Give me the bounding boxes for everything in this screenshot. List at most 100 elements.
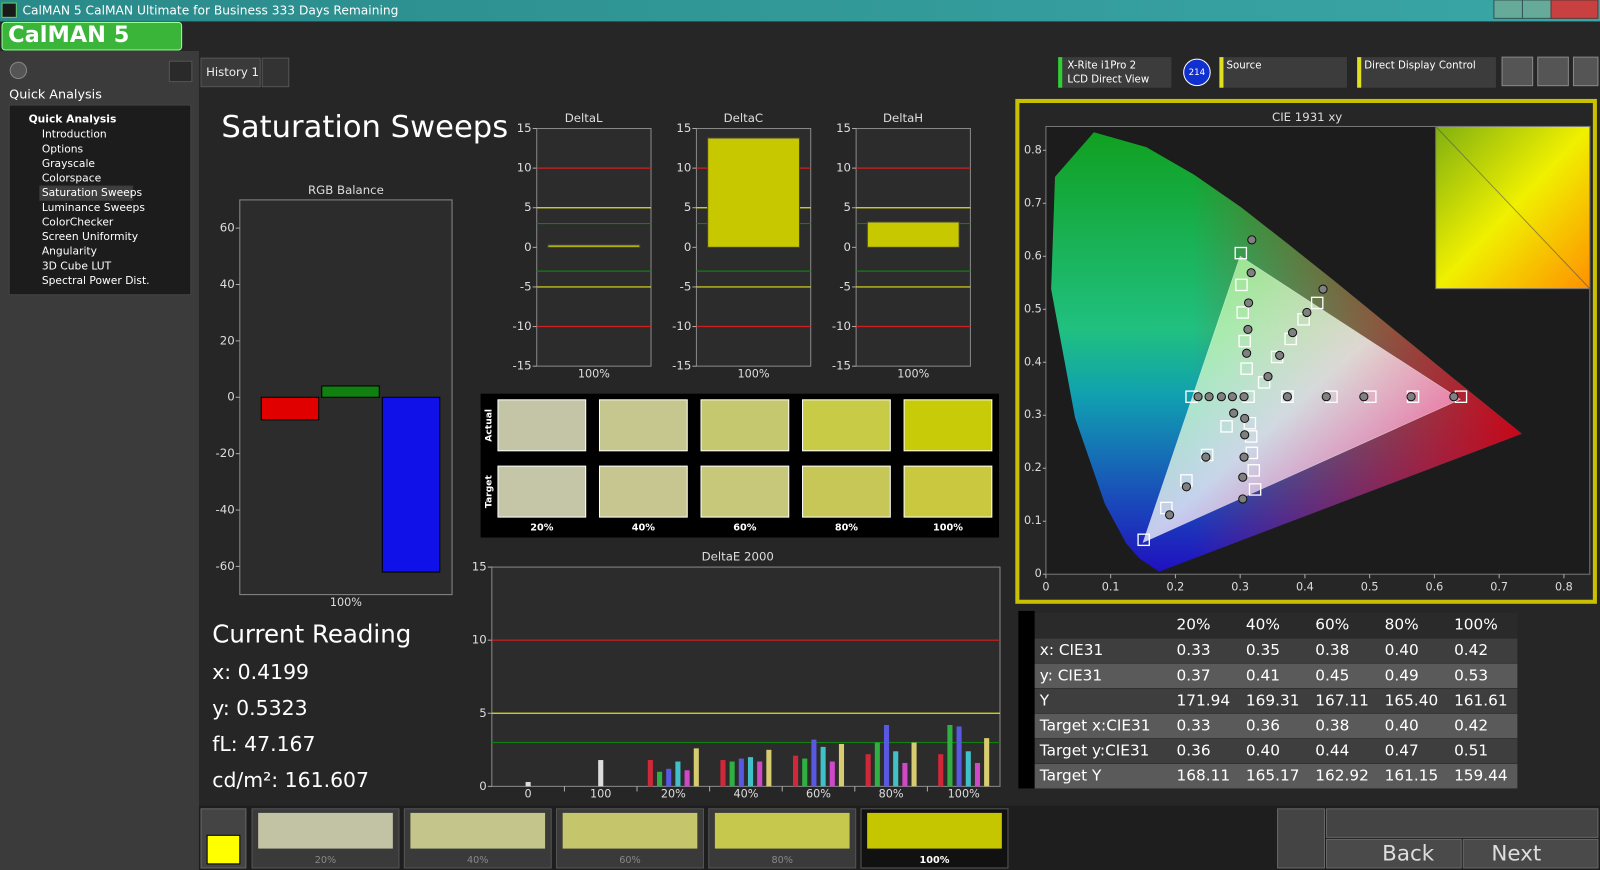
collapse-button[interactable]: [168, 60, 193, 83]
badge[interactable]: [1183, 58, 1211, 87]
measured-point: [1449, 392, 1459, 402]
tree-item[interactable]: Screen Uniformity: [42, 230, 139, 243]
bar: [747, 757, 754, 787]
tree-item[interactable]: Colorspace: [42, 172, 102, 185]
tree-item[interactable]: Luminance Sweeps: [42, 201, 145, 214]
close-button[interactable]: [1550, 0, 1599, 19]
y-tick-label: 15: [676, 121, 691, 135]
add-tab-button[interactable]: [261, 57, 290, 88]
y-tick-label: -15: [832, 359, 851, 373]
gamut-triangle: [1142, 255, 1461, 543]
swatch: [714, 812, 850, 849]
status-stripe: [1357, 57, 1362, 88]
tab[interactable]: [200, 57, 261, 88]
tree-item[interactable]: ColorChecker: [42, 215, 114, 228]
tree-item[interactable]: Options: [42, 142, 84, 155]
bar: [865, 754, 871, 787]
actual-swatch: [802, 399, 891, 452]
measured-point: [1242, 348, 1252, 358]
target-point: [1220, 420, 1233, 433]
back-button[interactable]: [1326, 838, 1462, 869]
display-label: Direct Display Control: [1364, 60, 1475, 71]
bar: [684, 770, 690, 787]
table-cell: 0.33: [1177, 641, 1211, 659]
table-row: [1034, 738, 1518, 764]
meter-mode: LCD Direct View: [1067, 75, 1149, 86]
control-buttons[interactable]: [1326, 808, 1599, 838]
back-label[interactable]: Back: [1382, 842, 1435, 867]
x-tick-label: 0.6: [1425, 580, 1443, 593]
actual-swatch: [903, 399, 993, 452]
table-cell: 0.37: [1177, 666, 1211, 684]
target-swatch: [497, 465, 587, 518]
next-label[interactable]: Next: [1491, 842, 1541, 867]
minimize-button[interactable]: [1493, 0, 1523, 19]
actual-swatch: [700, 399, 790, 452]
tree-item[interactable]: 3D Cube LUT: [42, 259, 112, 272]
measured-point: [1243, 298, 1254, 308]
swatch-label: 20%: [315, 855, 337, 866]
target-point: [1245, 446, 1259, 460]
tree-item[interactable]: Saturation Sweeps: [42, 186, 143, 199]
source-box[interactable]: [1219, 57, 1347, 88]
chart-title: DeltaE 2000: [702, 549, 774, 563]
measured-point: [1216, 392, 1226, 402]
table-cell: 0.45: [1315, 666, 1349, 684]
tree-item[interactable]: Angularity: [42, 245, 98, 258]
cie-frame: [1015, 98, 1597, 604]
measured-point: [1239, 452, 1249, 462]
stop-button[interactable]: [1277, 808, 1325, 869]
bar: [802, 758, 808, 787]
status-stripe: [1058, 57, 1063, 88]
y-tick-label: 5: [479, 706, 486, 720]
sidebar-icon: [9, 61, 28, 80]
reading-line: fL: 47.167: [212, 732, 315, 756]
y-tick-label: -5: [839, 279, 851, 293]
table-row: [1034, 663, 1518, 689]
panel-button[interactable]: [1572, 56, 1599, 87]
bar: [956, 726, 962, 787]
next-button[interactable]: [1462, 838, 1599, 869]
bar: [838, 743, 845, 787]
maximize-button[interactable]: [1521, 0, 1552, 19]
swatch-label: 60%: [619, 855, 641, 866]
y-tick-label: -60: [216, 559, 235, 573]
logo[interactable]: [1, 21, 183, 51]
table-strip: [1018, 610, 1035, 789]
tab-label: History 1: [206, 65, 259, 79]
measured-point: [1288, 328, 1298, 338]
tree-item[interactable]: Introduction: [42, 128, 107, 141]
x-tick-label: 100%: [897, 367, 929, 380]
reading-line: x: 0.4199: [212, 660, 309, 684]
table-row: [1034, 713, 1518, 739]
y-tick-label: -5: [680, 279, 692, 293]
bar: [874, 742, 880, 787]
settings-button[interactable]: [1501, 56, 1534, 87]
tree-item[interactable]: Spectral Power Dist.: [42, 274, 150, 287]
y-tick-label: -40: [216, 503, 235, 517]
help-button[interactable]: [1537, 56, 1569, 87]
x-tick-label: 100%: [948, 788, 980, 801]
table-cell: 0.42: [1454, 716, 1488, 734]
y-tick-label: 0: [844, 240, 851, 254]
tree-item[interactable]: Grayscale: [42, 157, 96, 170]
column-label: 40%: [632, 522, 655, 533]
target-swatch: [700, 465, 790, 518]
actual-swatch: [598, 399, 688, 452]
target-point: [1236, 306, 1250, 319]
x-tick-label: 100: [590, 788, 611, 801]
table-cell: 0.38: [1315, 716, 1349, 734]
bar: [829, 761, 835, 787]
display-box[interactable]: [1357, 57, 1496, 88]
table-cell: 0.42: [1454, 641, 1488, 659]
meter-box[interactable]: [1058, 57, 1172, 88]
status-stripe: [1219, 57, 1224, 88]
tree-root: Quick Analysis: [29, 112, 117, 125]
y-tick-label: 0: [684, 240, 691, 254]
x-tick-label: 0.7: [1490, 580, 1508, 593]
measured-point: [1243, 324, 1253, 335]
row-label: Y: [1039, 691, 1050, 709]
target-point: [1240, 362, 1253, 375]
bar: [675, 761, 681, 787]
